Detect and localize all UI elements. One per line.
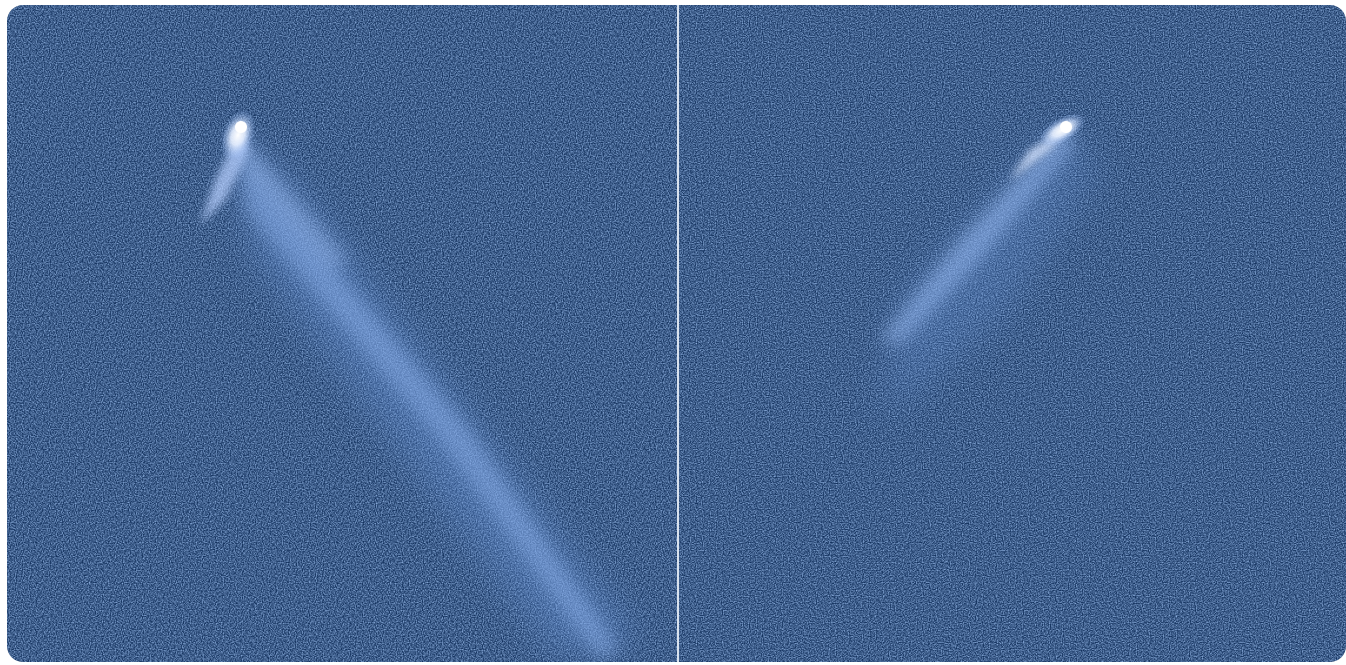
- page: [0, 0, 1346, 665]
- nucleus-core: [1060, 121, 1072, 133]
- image-frame: [7, 5, 1346, 662]
- nucleus-core: [235, 121, 247, 133]
- sky-noise-right: [679, 5, 1346, 662]
- photo: [0, 0, 1346, 665]
- panel-divider: [677, 5, 679, 662]
